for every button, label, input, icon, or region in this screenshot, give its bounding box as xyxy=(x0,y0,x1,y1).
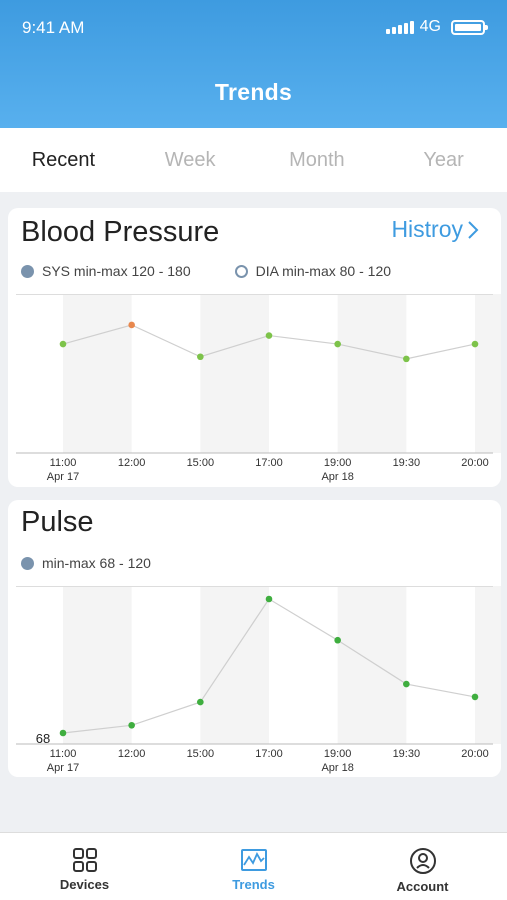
grid-icon xyxy=(72,848,97,872)
tabbar-trends[interactable]: Trends xyxy=(169,833,338,900)
tabbar-account[interactable]: Account xyxy=(338,833,507,900)
x-tick-label: 17:00 xyxy=(255,748,283,760)
dia-dot-icon xyxy=(234,264,248,278)
tabbar-devices[interactable]: Devices xyxy=(0,833,169,900)
chart-band xyxy=(63,586,132,744)
data-point xyxy=(334,340,341,348)
legend-sys-label: SYS min-max 120 - 180 xyxy=(42,263,191,279)
data-point xyxy=(128,321,135,329)
legend-sys: SYS min-max 120 - 180 xyxy=(21,263,191,279)
card-title-pulse: Pulse xyxy=(21,506,94,538)
data-point xyxy=(59,729,67,737)
x-tick-label: 19:00 xyxy=(324,748,352,760)
data-point xyxy=(265,332,273,339)
x-tick-label: 20:00 xyxy=(461,748,489,760)
data-point xyxy=(334,636,341,644)
history-label: Histroy xyxy=(391,216,463,242)
chart-band xyxy=(475,586,501,744)
page-title: Trends xyxy=(214,79,293,105)
y-tick-label: 68 xyxy=(36,731,50,746)
pulse-dot-icon xyxy=(21,556,34,570)
chart-band xyxy=(200,586,269,744)
data-point xyxy=(471,693,479,701)
x-date-label: Apr 17 xyxy=(47,471,79,483)
bottom-tab-bar: Devices Trends Account xyxy=(0,832,507,900)
range-tabs: Recent Week Month Year xyxy=(0,128,507,192)
tab-week[interactable]: Week xyxy=(164,149,216,171)
x-tick-label: 17:00 xyxy=(255,457,283,469)
tabbar-trends-label: Trends xyxy=(232,877,275,892)
x-tick-label: 15:00 xyxy=(187,748,215,760)
data-point xyxy=(197,353,204,361)
x-tick-label: 11:00 xyxy=(50,748,77,760)
chart-band xyxy=(337,294,407,453)
tab-recent[interactable]: Recent xyxy=(31,149,96,171)
status-indicators: 4G xyxy=(385,18,488,36)
x-tick-label: 12:00 xyxy=(118,748,146,760)
history-link[interactable]: Histroy xyxy=(391,216,479,243)
x-tick-label: 19:30 xyxy=(393,748,421,760)
data-point xyxy=(197,698,204,706)
data-point xyxy=(265,595,273,603)
blood-pressure-card: Blood Pressure Histroy SYS min-max 120 -… xyxy=(8,208,501,487)
legend-pulse-label: min-max 68 - 120 xyxy=(42,555,151,571)
x-tick-label: 12:00 xyxy=(118,457,146,469)
network-label: 4G xyxy=(419,18,441,35)
tab-year[interactable]: Year xyxy=(423,149,464,171)
x-tick-label: 15:00 xyxy=(187,457,215,469)
user-icon xyxy=(409,848,436,874)
legend-pulse: min-max 68 - 120 xyxy=(21,555,151,571)
x-tick-label: 19:00 xyxy=(324,457,352,469)
tabbar-devices-label: Devices xyxy=(59,877,110,892)
status-time: 9:41 AM xyxy=(22,18,85,37)
sys-dot-icon xyxy=(21,264,34,278)
signal-icon xyxy=(385,20,414,34)
card-title-blood-pressure: Blood Pressure xyxy=(21,216,220,248)
bp-legend: SYS min-max 120 - 180 DIA min-max 80 - 1… xyxy=(21,263,391,279)
data-point xyxy=(471,340,479,348)
x-tick-label: 19:30 xyxy=(393,457,421,469)
legend-dia-label: DIA min-max 80 - 120 xyxy=(255,263,392,279)
chart-band xyxy=(63,294,132,453)
data-point xyxy=(128,721,135,729)
chart-band xyxy=(475,294,501,453)
tab-month[interactable]: Month xyxy=(289,149,345,171)
battery-icon xyxy=(451,19,488,35)
chart-band xyxy=(337,586,407,744)
data-point xyxy=(403,355,410,363)
chart-icon xyxy=(240,849,267,871)
chevron-right-icon xyxy=(468,220,479,239)
chart-band xyxy=(200,294,269,453)
x-tick-label: 11:00 xyxy=(50,457,77,469)
pulse-legend: min-max 68 - 120 xyxy=(21,555,151,571)
legend-dia: DIA min-max 80 - 120 xyxy=(234,263,392,279)
tabbar-account-label: Account xyxy=(396,879,449,894)
x-tick-label: 20:00 xyxy=(461,457,489,469)
x-date-label: Apr 18 xyxy=(321,762,353,774)
x-date-label: Apr 18 xyxy=(321,471,353,483)
data-point xyxy=(59,340,67,348)
app-header: 9:41 AM 4G Trends xyxy=(0,0,507,128)
x-date-label: Apr 17 xyxy=(47,762,79,774)
data-point xyxy=(403,680,410,688)
